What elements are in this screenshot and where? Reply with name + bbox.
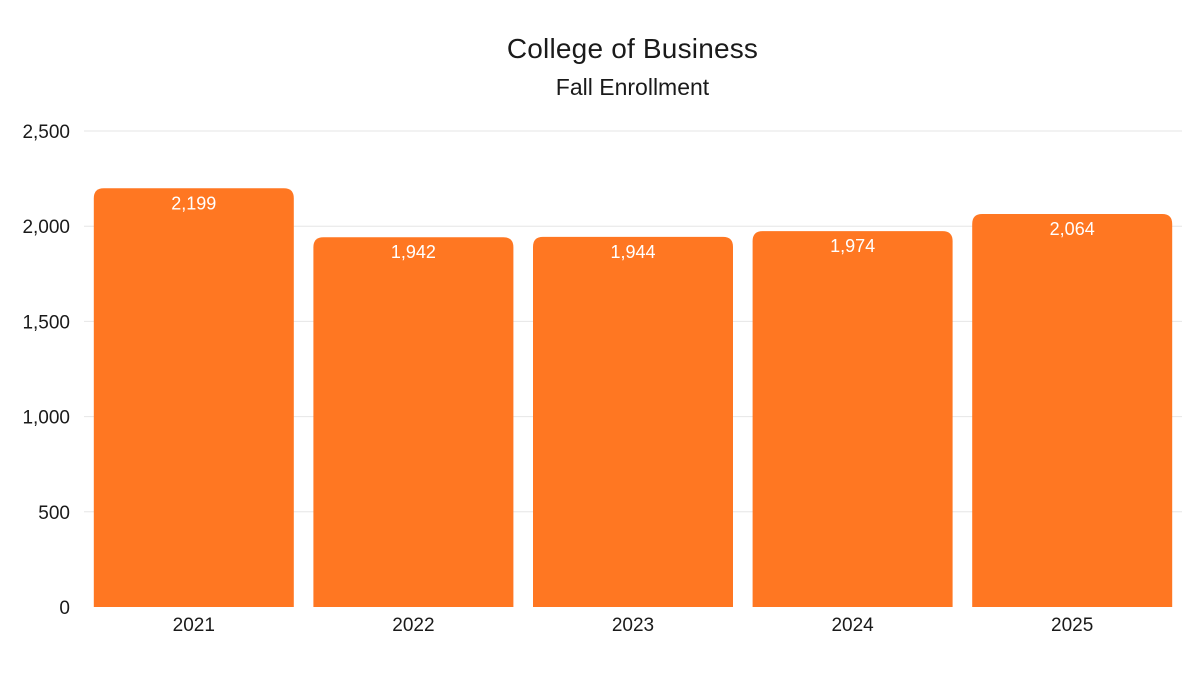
bar-value-label: 2,199 [171,193,216,213]
bar-value-label: 1,974 [830,236,875,256]
bar [752,231,953,608]
bar-value-label: 2,064 [1050,219,1095,239]
x-tick-label: 2022 [392,615,434,636]
bar-value-label: 1,944 [610,242,655,262]
bar [972,214,1173,607]
y-tick-label: 2,000 [22,217,70,238]
y-tick-label: 1,500 [22,312,70,333]
x-tick-label: 2025 [1051,615,1093,636]
y-tick-label: 1,000 [22,408,70,429]
x-tick-label: 2024 [831,615,874,636]
bar [533,236,733,607]
y-tick-label: 0 [59,598,70,619]
bar [93,188,294,607]
y-tick-label: 500 [38,503,70,524]
x-tick-label: 2023 [612,615,654,636]
y-tick-label: 2,500 [22,122,70,143]
chart-subtitle: Fall Enrollment [555,74,710,100]
chart-title: College of Business [506,33,759,64]
x-tick-label: 2021 [173,615,215,636]
bar [313,237,514,607]
bar-value-label: 1,942 [391,242,436,262]
